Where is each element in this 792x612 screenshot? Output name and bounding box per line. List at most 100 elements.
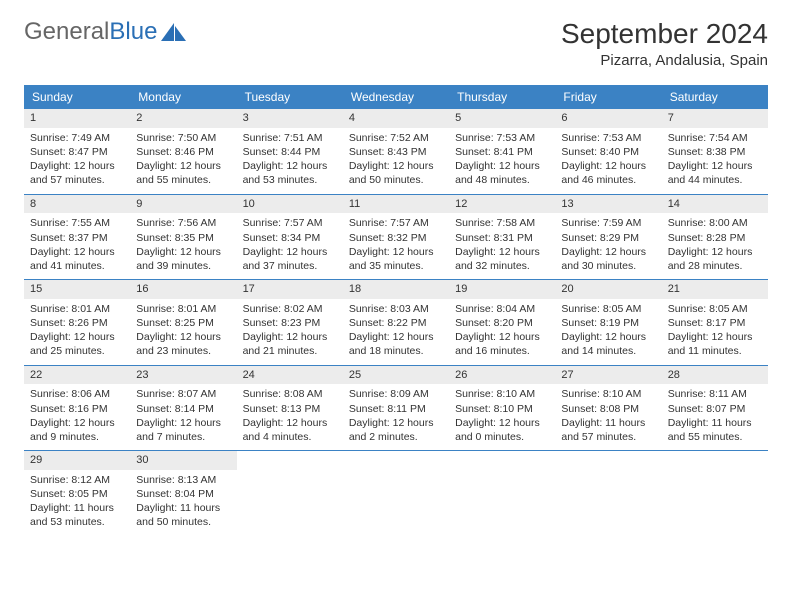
sunrise-line: Sunrise: 7:51 AM [243, 131, 337, 145]
sunset-line: Sunset: 8:22 PM [349, 316, 443, 330]
day-number: 24 [237, 366, 343, 385]
day-number: 6 [555, 109, 661, 128]
cell-content: Sunrise: 8:05 AMSunset: 8:17 PMDaylight:… [662, 299, 768, 365]
day-number: 30 [130, 451, 236, 470]
sunrise-line: Sunrise: 7:52 AM [349, 131, 443, 145]
calendar-cell: 16Sunrise: 8:01 AMSunset: 8:25 PMDayligh… [130, 280, 236, 365]
daylight-line: Daylight: 12 hours and 46 minutes. [561, 159, 655, 187]
day-number: 27 [555, 366, 661, 385]
calendar-cell: 8Sunrise: 7:55 AMSunset: 8:37 PMDaylight… [24, 195, 130, 280]
cell-content: Sunrise: 8:01 AMSunset: 8:26 PMDaylight:… [24, 299, 130, 365]
sunrise-line: Sunrise: 8:08 AM [243, 387, 337, 401]
cell-content: Sunrise: 8:12 AMSunset: 8:05 PMDaylight:… [24, 470, 130, 536]
sunrise-line: Sunrise: 8:10 AM [561, 387, 655, 401]
calendar-week: 1Sunrise: 7:49 AMSunset: 8:47 PMDaylight… [24, 109, 768, 195]
cell-content: Sunrise: 7:53 AMSunset: 8:40 PMDaylight:… [555, 128, 661, 194]
calendar-cell: 10Sunrise: 7:57 AMSunset: 8:34 PMDayligh… [237, 195, 343, 280]
daylight-line: Daylight: 12 hours and 16 minutes. [455, 330, 549, 358]
calendar-cell: .. [449, 451, 555, 536]
sunset-line: Sunset: 8:20 PM [455, 316, 549, 330]
cell-content: Sunrise: 8:00 AMSunset: 8:28 PMDaylight:… [662, 213, 768, 279]
cell-content: Sunrise: 8:05 AMSunset: 8:19 PMDaylight:… [555, 299, 661, 365]
calendar-cell: .. [662, 451, 768, 536]
calendar-cell: 26Sunrise: 8:10 AMSunset: 8:10 PMDayligh… [449, 366, 555, 451]
sunset-line: Sunset: 8:05 PM [30, 487, 124, 501]
sunset-line: Sunset: 8:32 PM [349, 231, 443, 245]
cell-content: Sunrise: 8:11 AMSunset: 8:07 PMDaylight:… [662, 384, 768, 450]
sunset-line: Sunset: 8:44 PM [243, 145, 337, 159]
sunset-line: Sunset: 8:43 PM [349, 145, 443, 159]
sunrise-line: Sunrise: 7:56 AM [136, 216, 230, 230]
sunset-line: Sunset: 8:28 PM [668, 231, 762, 245]
day-number: 9 [130, 195, 236, 214]
calendar-cell: 6Sunrise: 7:53 AMSunset: 8:40 PMDaylight… [555, 109, 661, 194]
daylight-line: Daylight: 12 hours and 28 minutes. [668, 245, 762, 273]
title-block: September 2024 Pizarra, Andalusia, Spain [561, 18, 768, 69]
day-number: 5 [449, 109, 555, 128]
daylight-line: Daylight: 12 hours and 50 minutes. [349, 159, 443, 187]
sunset-line: Sunset: 8:29 PM [561, 231, 655, 245]
daylight-line: Daylight: 12 hours and 35 minutes. [349, 245, 443, 273]
day-number: 21 [662, 280, 768, 299]
sunset-line: Sunset: 8:08 PM [561, 402, 655, 416]
day-number: 1 [24, 109, 130, 128]
day-number: 12 [449, 195, 555, 214]
day-number: 26 [449, 366, 555, 385]
day-number: 22 [24, 366, 130, 385]
calendar-cell: .. [555, 451, 661, 536]
sunrise-line: Sunrise: 8:01 AM [136, 302, 230, 316]
day-header: Saturday [662, 85, 768, 109]
day-header: Friday [555, 85, 661, 109]
sunset-line: Sunset: 8:38 PM [668, 145, 762, 159]
day-number: 19 [449, 280, 555, 299]
daylight-line: Daylight: 11 hours and 50 minutes. [136, 501, 230, 529]
sunrise-line: Sunrise: 7:54 AM [668, 131, 762, 145]
day-number: 13 [555, 195, 661, 214]
cell-content: Sunrise: 8:01 AMSunset: 8:25 PMDaylight:… [130, 299, 236, 365]
cell-content: Sunrise: 7:52 AMSunset: 8:43 PMDaylight:… [343, 128, 449, 194]
day-number: 23 [130, 366, 236, 385]
daylight-line: Daylight: 12 hours and 2 minutes. [349, 416, 443, 444]
day-number: 8 [24, 195, 130, 214]
calendar-cell: 25Sunrise: 8:09 AMSunset: 8:11 PMDayligh… [343, 366, 449, 451]
daylight-line: Daylight: 11 hours and 55 minutes. [668, 416, 762, 444]
day-number: 20 [555, 280, 661, 299]
sunset-line: Sunset: 8:31 PM [455, 231, 549, 245]
logo: GeneralBlue [24, 18, 187, 50]
day-header: Sunday [24, 85, 130, 109]
daylight-line: Daylight: 12 hours and 53 minutes. [243, 159, 337, 187]
calendar-cell: 24Sunrise: 8:08 AMSunset: 8:13 PMDayligh… [237, 366, 343, 451]
day-number: 10 [237, 195, 343, 214]
daylight-line: Daylight: 12 hours and 11 minutes. [668, 330, 762, 358]
calendar-cell: .. [343, 451, 449, 536]
calendar-cell: .. [237, 451, 343, 536]
day-number: 15 [24, 280, 130, 299]
daylight-line: Daylight: 12 hours and 23 minutes. [136, 330, 230, 358]
sunrise-line: Sunrise: 8:01 AM [30, 302, 124, 316]
daylight-line: Daylight: 12 hours and 39 minutes. [136, 245, 230, 273]
sunset-line: Sunset: 8:35 PM [136, 231, 230, 245]
sunset-line: Sunset: 8:07 PM [668, 402, 762, 416]
calendar-week: 15Sunrise: 8:01 AMSunset: 8:26 PMDayligh… [24, 280, 768, 366]
calendar-cell: 11Sunrise: 7:57 AMSunset: 8:32 PMDayligh… [343, 195, 449, 280]
sunset-line: Sunset: 8:17 PM [668, 316, 762, 330]
sunrise-line: Sunrise: 8:05 AM [561, 302, 655, 316]
calendar-week: 8Sunrise: 7:55 AMSunset: 8:37 PMDaylight… [24, 195, 768, 281]
sunset-line: Sunset: 8:10 PM [455, 402, 549, 416]
cell-content: Sunrise: 8:04 AMSunset: 8:20 PMDaylight:… [449, 299, 555, 365]
sunrise-line: Sunrise: 7:57 AM [243, 216, 337, 230]
daylight-line: Daylight: 12 hours and 9 minutes. [30, 416, 124, 444]
daylight-line: Daylight: 12 hours and 44 minutes. [668, 159, 762, 187]
sunset-line: Sunset: 8:41 PM [455, 145, 549, 159]
daylight-line: Daylight: 12 hours and 41 minutes. [30, 245, 124, 273]
calendar-cell: 23Sunrise: 8:07 AMSunset: 8:14 PMDayligh… [130, 366, 236, 451]
sunrise-line: Sunrise: 7:49 AM [30, 131, 124, 145]
day-number: 11 [343, 195, 449, 214]
calendar-cell: 4Sunrise: 7:52 AMSunset: 8:43 PMDaylight… [343, 109, 449, 194]
cell-content: Sunrise: 7:54 AMSunset: 8:38 PMDaylight:… [662, 128, 768, 194]
calendar-weeks: 1Sunrise: 7:49 AMSunset: 8:47 PMDaylight… [24, 109, 768, 536]
cell-content: Sunrise: 7:49 AMSunset: 8:47 PMDaylight:… [24, 128, 130, 194]
day-number: 16 [130, 280, 236, 299]
calendar-cell: 21Sunrise: 8:05 AMSunset: 8:17 PMDayligh… [662, 280, 768, 365]
day-number: 18 [343, 280, 449, 299]
